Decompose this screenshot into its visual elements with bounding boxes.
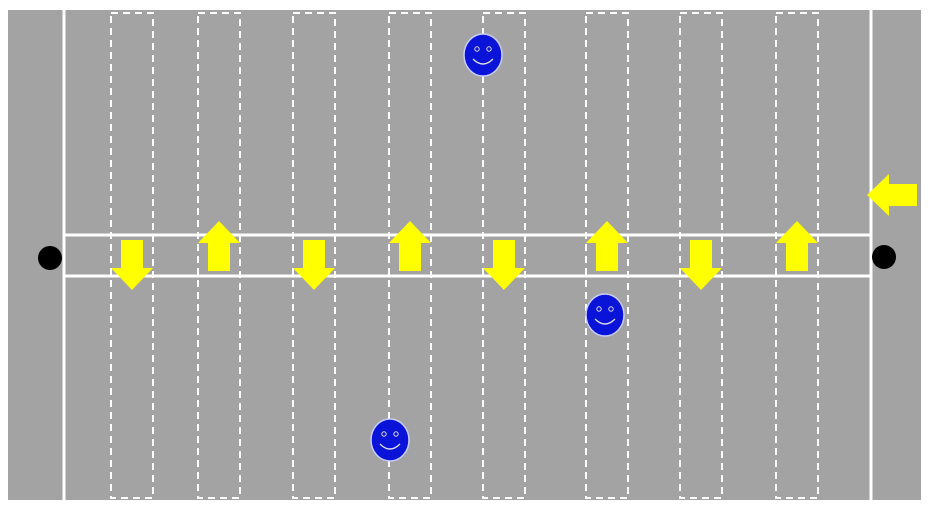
- face-eye: [381, 431, 387, 437]
- face-eye: [608, 306, 614, 312]
- smiley-face-icon: [370, 418, 410, 462]
- face-eye: [486, 46, 492, 52]
- face-circle: [370, 418, 410, 462]
- arrow-up-icon: [776, 221, 818, 271]
- face-smile: [594, 318, 616, 325]
- markers: [38, 33, 896, 462]
- arrow-up-icon: [586, 221, 628, 271]
- face-eye: [393, 431, 399, 437]
- arrow-down-icon: [483, 240, 525, 290]
- face-circle: [585, 293, 625, 337]
- arrow-left-icon: [867, 174, 917, 216]
- black-dot-icon: [872, 245, 896, 269]
- face-circle: [463, 33, 503, 77]
- face-smile: [379, 443, 401, 450]
- lane-arrows: [111, 174, 917, 290]
- smiley-face-icon: [463, 33, 503, 77]
- field-background: [8, 10, 921, 500]
- face-eye: [596, 306, 602, 312]
- arrow-up-icon: [389, 221, 431, 271]
- face-smile: [472, 58, 494, 65]
- smiley-face-icon: [585, 293, 625, 337]
- arrow-up-icon: [198, 221, 240, 271]
- arrow-down-icon: [111, 240, 153, 290]
- arrow-down-icon: [680, 240, 722, 290]
- black-dot-icon: [38, 246, 62, 270]
- arrow-down-icon: [293, 240, 335, 290]
- face-eye: [474, 46, 480, 52]
